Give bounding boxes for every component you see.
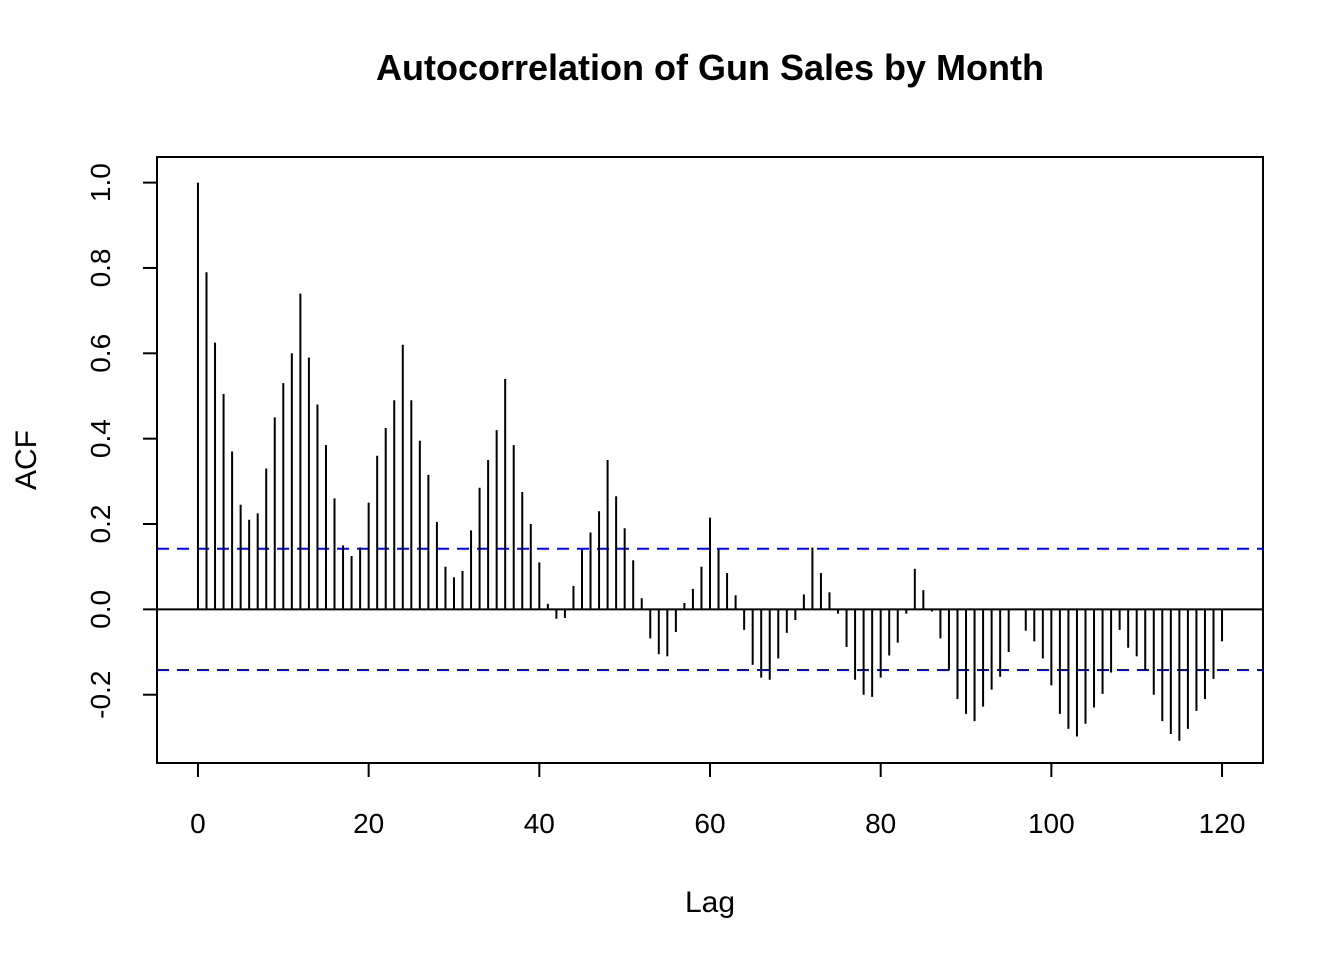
y-tick-label: 0.0 [85, 590, 116, 629]
x-tick-label: 20 [353, 808, 384, 839]
y-tick-label: 0.8 [85, 248, 116, 287]
y-tick-label: -0.2 [85, 671, 116, 719]
plot-frame [156, 156, 1264, 764]
x-tick-label: 40 [524, 808, 555, 839]
y-tick-label: 0.6 [85, 334, 116, 373]
y-axis: -0.2 0.0 0.2 0.4 0.6 0.8 1.0 [85, 163, 158, 719]
x-tick-label: 120 [1199, 808, 1246, 839]
x-tick-label: 100 [1028, 808, 1075, 839]
acf-bars [196, 182, 1224, 741]
x-axis: 0 20 40 60 80 100 120 [190, 762, 1246, 839]
confidence-bounds [157, 547, 1263, 671]
chart-title: Autocorrelation of Gun Sales by Month [376, 47, 1044, 88]
y-tick-label: 0.4 [85, 419, 116, 458]
x-axis-label: Lag [685, 886, 735, 919]
x-tick-label: 0 [190, 808, 206, 839]
y-axis-label: ACF [10, 430, 43, 490]
x-tick-label: 60 [694, 808, 725, 839]
y-tick-label: 1.0 [85, 163, 116, 202]
y-tick-label: 0.2 [85, 505, 116, 544]
x-tick-label: 80 [865, 808, 896, 839]
